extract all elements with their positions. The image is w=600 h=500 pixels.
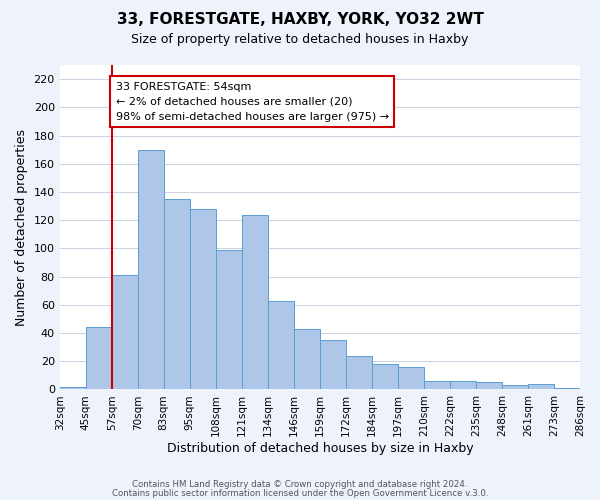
Bar [346,356,372,390]
Bar [372,364,398,390]
Bar [138,150,164,390]
Bar [190,209,216,390]
X-axis label: Distribution of detached houses by size in Haxby: Distribution of detached houses by size … [167,442,473,455]
Bar [424,381,450,390]
Bar [528,384,554,390]
Bar [86,328,112,390]
Y-axis label: Number of detached properties: Number of detached properties [15,128,28,326]
Bar [268,300,294,390]
Bar [398,367,424,390]
Bar [216,250,242,390]
Bar [476,382,502,390]
Text: 33 FORESTGATE: 54sqm
← 2% of detached houses are smaller (20)
98% of semi-detach: 33 FORESTGATE: 54sqm ← 2% of detached ho… [116,82,389,122]
Bar [450,381,476,390]
Bar [59,386,86,390]
Bar [320,340,346,390]
Bar [294,329,320,390]
Text: Contains HM Land Registry data © Crown copyright and database right 2024.: Contains HM Land Registry data © Crown c… [132,480,468,489]
Text: Size of property relative to detached houses in Haxby: Size of property relative to detached ho… [131,32,469,46]
Text: Contains public sector information licensed under the Open Government Licence v.: Contains public sector information licen… [112,488,488,498]
Bar [242,214,268,390]
Bar [502,385,528,390]
Text: 33, FORESTGATE, HAXBY, YORK, YO32 2WT: 33, FORESTGATE, HAXBY, YORK, YO32 2WT [116,12,484,28]
Bar [164,199,190,390]
Bar [554,388,580,390]
Bar [112,275,138,390]
